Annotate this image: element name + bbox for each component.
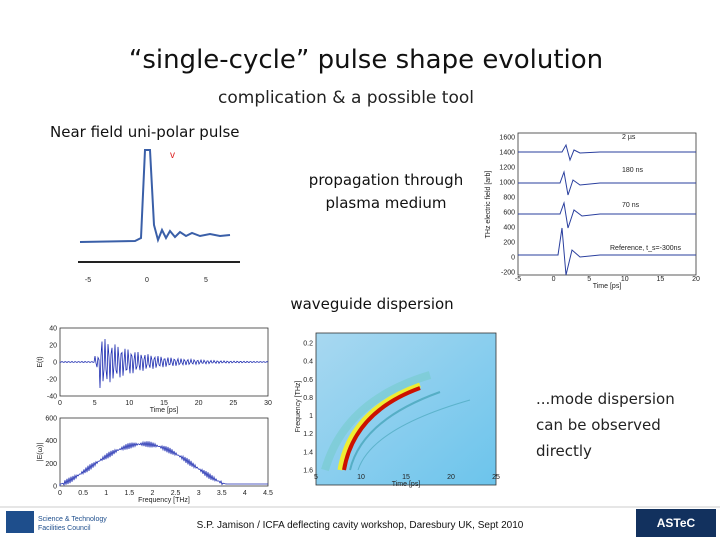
y-tick-label: -200 — [501, 270, 515, 277]
x-axis-label: Time [ps] — [150, 407, 179, 414]
plasma-curves — [518, 143, 696, 276]
y-tick-label: 800 — [503, 195, 515, 202]
y-tick-label: 20 — [49, 343, 57, 350]
x-tick-label: 3 — [197, 490, 201, 497]
x-tick-label: 15 — [402, 474, 410, 481]
spectrogram-arcs — [321, 371, 471, 472]
y-tick-label: 0.4 — [303, 359, 313, 366]
annotation: 180 ns — [622, 167, 644, 174]
x-tick-label: 4.5 — [263, 490, 273, 497]
logo-box — [636, 509, 716, 537]
y-tick-label: 0.6 — [303, 377, 313, 384]
x-tick-label: 10 — [125, 400, 133, 407]
y-tick-label: 400 — [503, 225, 515, 232]
y-tick-label: 1.4 — [303, 449, 313, 456]
logo-text: Science & Technology — [38, 516, 107, 523]
label: waveguide dispersion — [290, 295, 453, 313]
x-tick-label: 15 — [657, 276, 665, 283]
y-tick-label: 1.6 — [303, 468, 313, 475]
logo-text: Facilities Council — [38, 525, 91, 532]
y-tick-label: 1 — [309, 413, 313, 420]
y-tick-label: -40 — [47, 394, 57, 401]
y-tick-label: -20 — [47, 377, 57, 384]
label: plasma medium — [326, 194, 447, 212]
x-tick-label: 0 — [58, 400, 62, 407]
y-axis-label: |E(ω)| — [37, 443, 44, 462]
time-curve — [59, 339, 269, 388]
x-tick-label: 1.5 — [124, 490, 134, 497]
y-tick-label: 0 — [53, 484, 57, 491]
y-tick-label: 600 — [503, 210, 515, 217]
x-tick-label: 4 — [243, 490, 247, 497]
y-tick-label: 1600 — [499, 135, 515, 142]
x-axis-label: Time [ps] — [392, 481, 421, 488]
y-tick-label: 0.8 — [303, 395, 313, 402]
x-tick-label: 0.5 — [78, 490, 88, 497]
plot-frame — [517, 132, 697, 276]
x-tick-label: 20 — [447, 474, 455, 481]
x-tick-label: 0 — [552, 276, 556, 283]
x-tick-label: 3.5 — [217, 490, 227, 497]
y-tick-label: 1200 — [499, 165, 515, 172]
x-tick-label: 20 — [692, 276, 700, 283]
footer-text: S.P. Jamison / ICFA deflecting cavity wo… — [197, 520, 524, 531]
pulse-curve — [79, 149, 231, 244]
x-tick-label: 2 — [150, 490, 154, 497]
x-tick-label: 0 — [145, 277, 149, 284]
y-tick-label: 1.2 — [303, 431, 313, 438]
x-tick-label: -5 — [85, 277, 91, 284]
label: Near field uni-polar pulse — [50, 123, 240, 141]
y-tick-label: 600 — [45, 416, 57, 423]
x-tick-label: 10 — [357, 474, 365, 481]
x-tick-label: 0 — [58, 490, 62, 497]
y-tick-label: 40 — [49, 326, 57, 333]
x-tick-label: 2.5 — [171, 490, 181, 497]
label: can be observed — [536, 416, 661, 434]
x-tick-label: 5 — [314, 474, 318, 481]
y-axis-label: Frequency [THz] — [295, 381, 302, 433]
x-tick-label: 1 — [104, 490, 108, 497]
label: propagation through — [309, 171, 463, 189]
x-tick-label: 20 — [195, 400, 203, 407]
logo-mark — [6, 511, 34, 533]
x-tick-label: 5 — [93, 400, 97, 407]
annotation: 70 ns — [622, 202, 640, 209]
y-axis-label: THz electric field [arb] — [485, 171, 492, 239]
y-tick-label: 0 — [511, 255, 515, 262]
title: “single-cycle” pulse shape evolution — [129, 45, 603, 75]
annotation: Reference, t_s=-300ns — [610, 245, 682, 252]
x-tick-label: 25 — [229, 400, 237, 407]
label: directly — [536, 442, 592, 460]
x-tick-label: 30 — [264, 400, 272, 407]
y-tick-label: 1400 — [499, 150, 515, 157]
label: ...mode dispersion — [536, 390, 675, 408]
plot-frame — [59, 417, 269, 487]
logo-text: ASTeC — [657, 516, 696, 530]
y-tick-label: 1000 — [499, 180, 515, 187]
x-tick-label: -5 — [515, 276, 521, 283]
x-tick-label: 25 — [492, 474, 500, 481]
subtitle: complication & a possible tool — [218, 88, 474, 108]
annotation: 2 µs — [622, 134, 636, 141]
y-tick-label: 400 — [45, 438, 57, 445]
x-tick-label: 5 — [204, 277, 208, 284]
y-tick-label: 200 — [503, 240, 515, 247]
y-axis-label: E(t) — [37, 356, 44, 367]
y-tick-label: 0.2 — [303, 341, 313, 348]
x-tick-label: 5 — [587, 276, 591, 283]
y-tick-label: 0 — [53, 360, 57, 367]
spectrum-curve — [59, 440, 268, 486]
x-tick-label: 10 — [621, 276, 629, 283]
x-axis-label: Time [ps] — [593, 283, 622, 290]
x-tick-label: 15 — [160, 400, 168, 407]
y-tick-label: 200 — [45, 461, 57, 468]
x-axis-label: Frequency [THz] — [138, 497, 190, 504]
marker: v — [170, 150, 175, 161]
